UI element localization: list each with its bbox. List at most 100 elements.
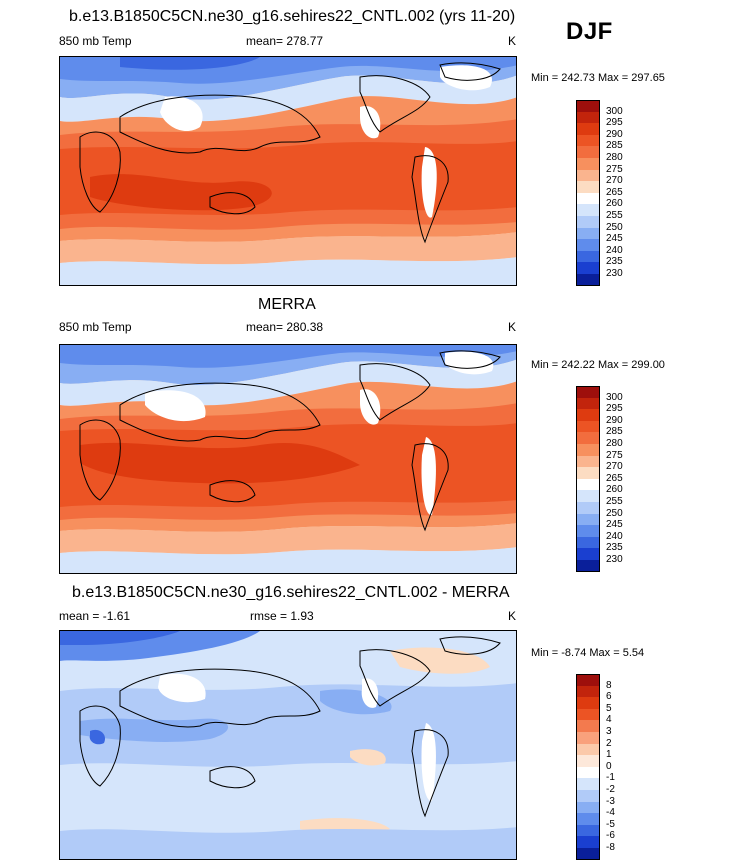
colorbar-frame [576,100,600,286]
colorbar-swatch [576,836,600,848]
colorbar-tick-label: 235 [606,256,623,268]
colorbar-swatch [576,262,600,274]
colorbar-tick-label: 265 [606,186,623,198]
colorbar-tick-label: 230 [606,554,623,565]
colorbar-swatch [576,192,600,205]
colorbar-tick-label: 290 [606,128,623,140]
colorbar-swatch [576,134,600,147]
colorbar-swatch [576,146,600,158]
colorbar-tick-label: -6 [606,830,615,842]
colorbar-tick-label: 295 [606,403,623,415]
colorbar-tick-label: -4 [606,807,615,819]
colorbar-swatch [576,467,600,479]
map-field [60,345,516,573]
colorbar-tick-label: 295 [606,117,623,129]
colorbar-tick-label: 240 [606,244,623,256]
colorbar-swatch [576,123,600,135]
map-field [60,57,516,285]
colorbar-tick-label: 280 [606,152,623,163]
colorbar-swatch [576,502,600,514]
colorbar-swatch [576,536,600,549]
colorbar-swatch [576,732,600,744]
colorbar-tick-label: 250 [606,507,623,519]
colorbar-tick-label: 255 [606,496,623,507]
colorbar-swatch [576,250,600,263]
map-panel-diff [59,630,517,860]
colorbar-swatch [576,790,600,802]
colorbar-tick-label: -2 [606,784,615,795]
colorbar-swatch [576,478,600,491]
colorbar-swatch [576,432,600,444]
colorbar-swatch [576,525,600,537]
colorbar-tick-label: 280 [606,438,623,449]
colorbar-swatch [576,848,600,860]
colorbar-tick-label: 285 [606,140,623,152]
colorbar-swatch [576,204,600,216]
colorbar-swatch [576,455,600,468]
colorbar-tick-label: 8 [606,679,612,691]
colorbar-swatch [576,697,600,709]
colorbar-tick-label: 300 [606,105,623,117]
colorbar-swatch [576,743,600,756]
colorbar-swatch [576,708,600,721]
colorbar-tick-label: 2 [606,737,612,749]
colorbar-swatch [576,824,600,837]
colorbar-tick-label: 290 [606,414,623,426]
panel-minmax: Min = 242.22 Max = 299.00 [531,359,665,371]
colorbar-tick-label: 0 [606,760,612,772]
colorbar-tick-label: 275 [606,163,623,175]
colorbar-tick-label: 3 [606,726,612,737]
colorbar-tick-label: 235 [606,542,623,554]
colorbar-swatch [576,685,600,698]
colorbar-tick-label: 275 [606,449,623,461]
colorbar-tick-label: 245 [606,519,623,531]
colorbar-frame [576,386,600,572]
panel-mean-label: mean= 278.77 [246,34,324,48]
colorbar-swatch [576,778,600,790]
colorbar-tick-label: 6 [606,691,612,703]
map-panel-merra [59,344,517,574]
colorbar-swatch [576,720,600,732]
colorbar-swatch [576,409,600,421]
colorbar-tick-label: -5 [606,818,615,830]
map-panel-model [59,56,517,286]
colorbar-tick-label: 260 [606,484,623,496]
colorbar-tick-label: 300 [606,391,623,403]
colorbar-swatch [576,674,600,686]
colorbar-tick-label: 285 [606,426,623,438]
colorbar-tick-label: -3 [606,795,615,807]
colorbar-swatch [576,227,600,240]
colorbar-tick-label: 4 [606,714,612,726]
colorbar-tick-label: 270 [606,175,623,187]
colorbar-tick-label: 5 [606,702,612,714]
colorbar-tick-label: 240 [606,530,623,542]
panel-units: K [508,34,517,48]
colorbar-tick-label: 270 [606,461,623,473]
panel-left-label: 850 mb Temp [59,34,132,48]
colorbar-swatch [576,813,600,825]
panel-units: K [508,320,517,334]
colorbar-swatch [576,386,600,398]
colorbar-tick-label: 245 [606,233,623,245]
colorbar-swatch [576,111,600,124]
colorbar-swatch [576,181,600,193]
colorbar-swatch [576,755,600,767]
panel-units: K [508,609,517,623]
colorbar-swatch [576,158,600,170]
colorbar-swatch [576,490,600,502]
panel-minmax: Min = -8.74 Max = 5.54 [531,647,645,659]
panel-left-label: 850 mb Temp [59,320,132,334]
panel-mean-label: mean= 280.38 [246,320,324,334]
colorbar-swatch [576,397,600,410]
colorbar-tick-label: -1 [606,772,615,784]
colorbar-tick-label: 260 [606,198,623,210]
colorbar-swatch [576,169,600,182]
panel-mean-label: mean = -1.61 [59,609,131,623]
colorbar-tick-label: 265 [606,472,623,484]
colorbar-swatch [576,216,600,228]
colorbar-swatch [576,766,600,779]
map-field [60,631,516,859]
colorbar-swatch [576,444,600,456]
colorbar-tick-label: 230 [606,268,623,279]
colorbar-tick-label: 255 [606,210,623,221]
